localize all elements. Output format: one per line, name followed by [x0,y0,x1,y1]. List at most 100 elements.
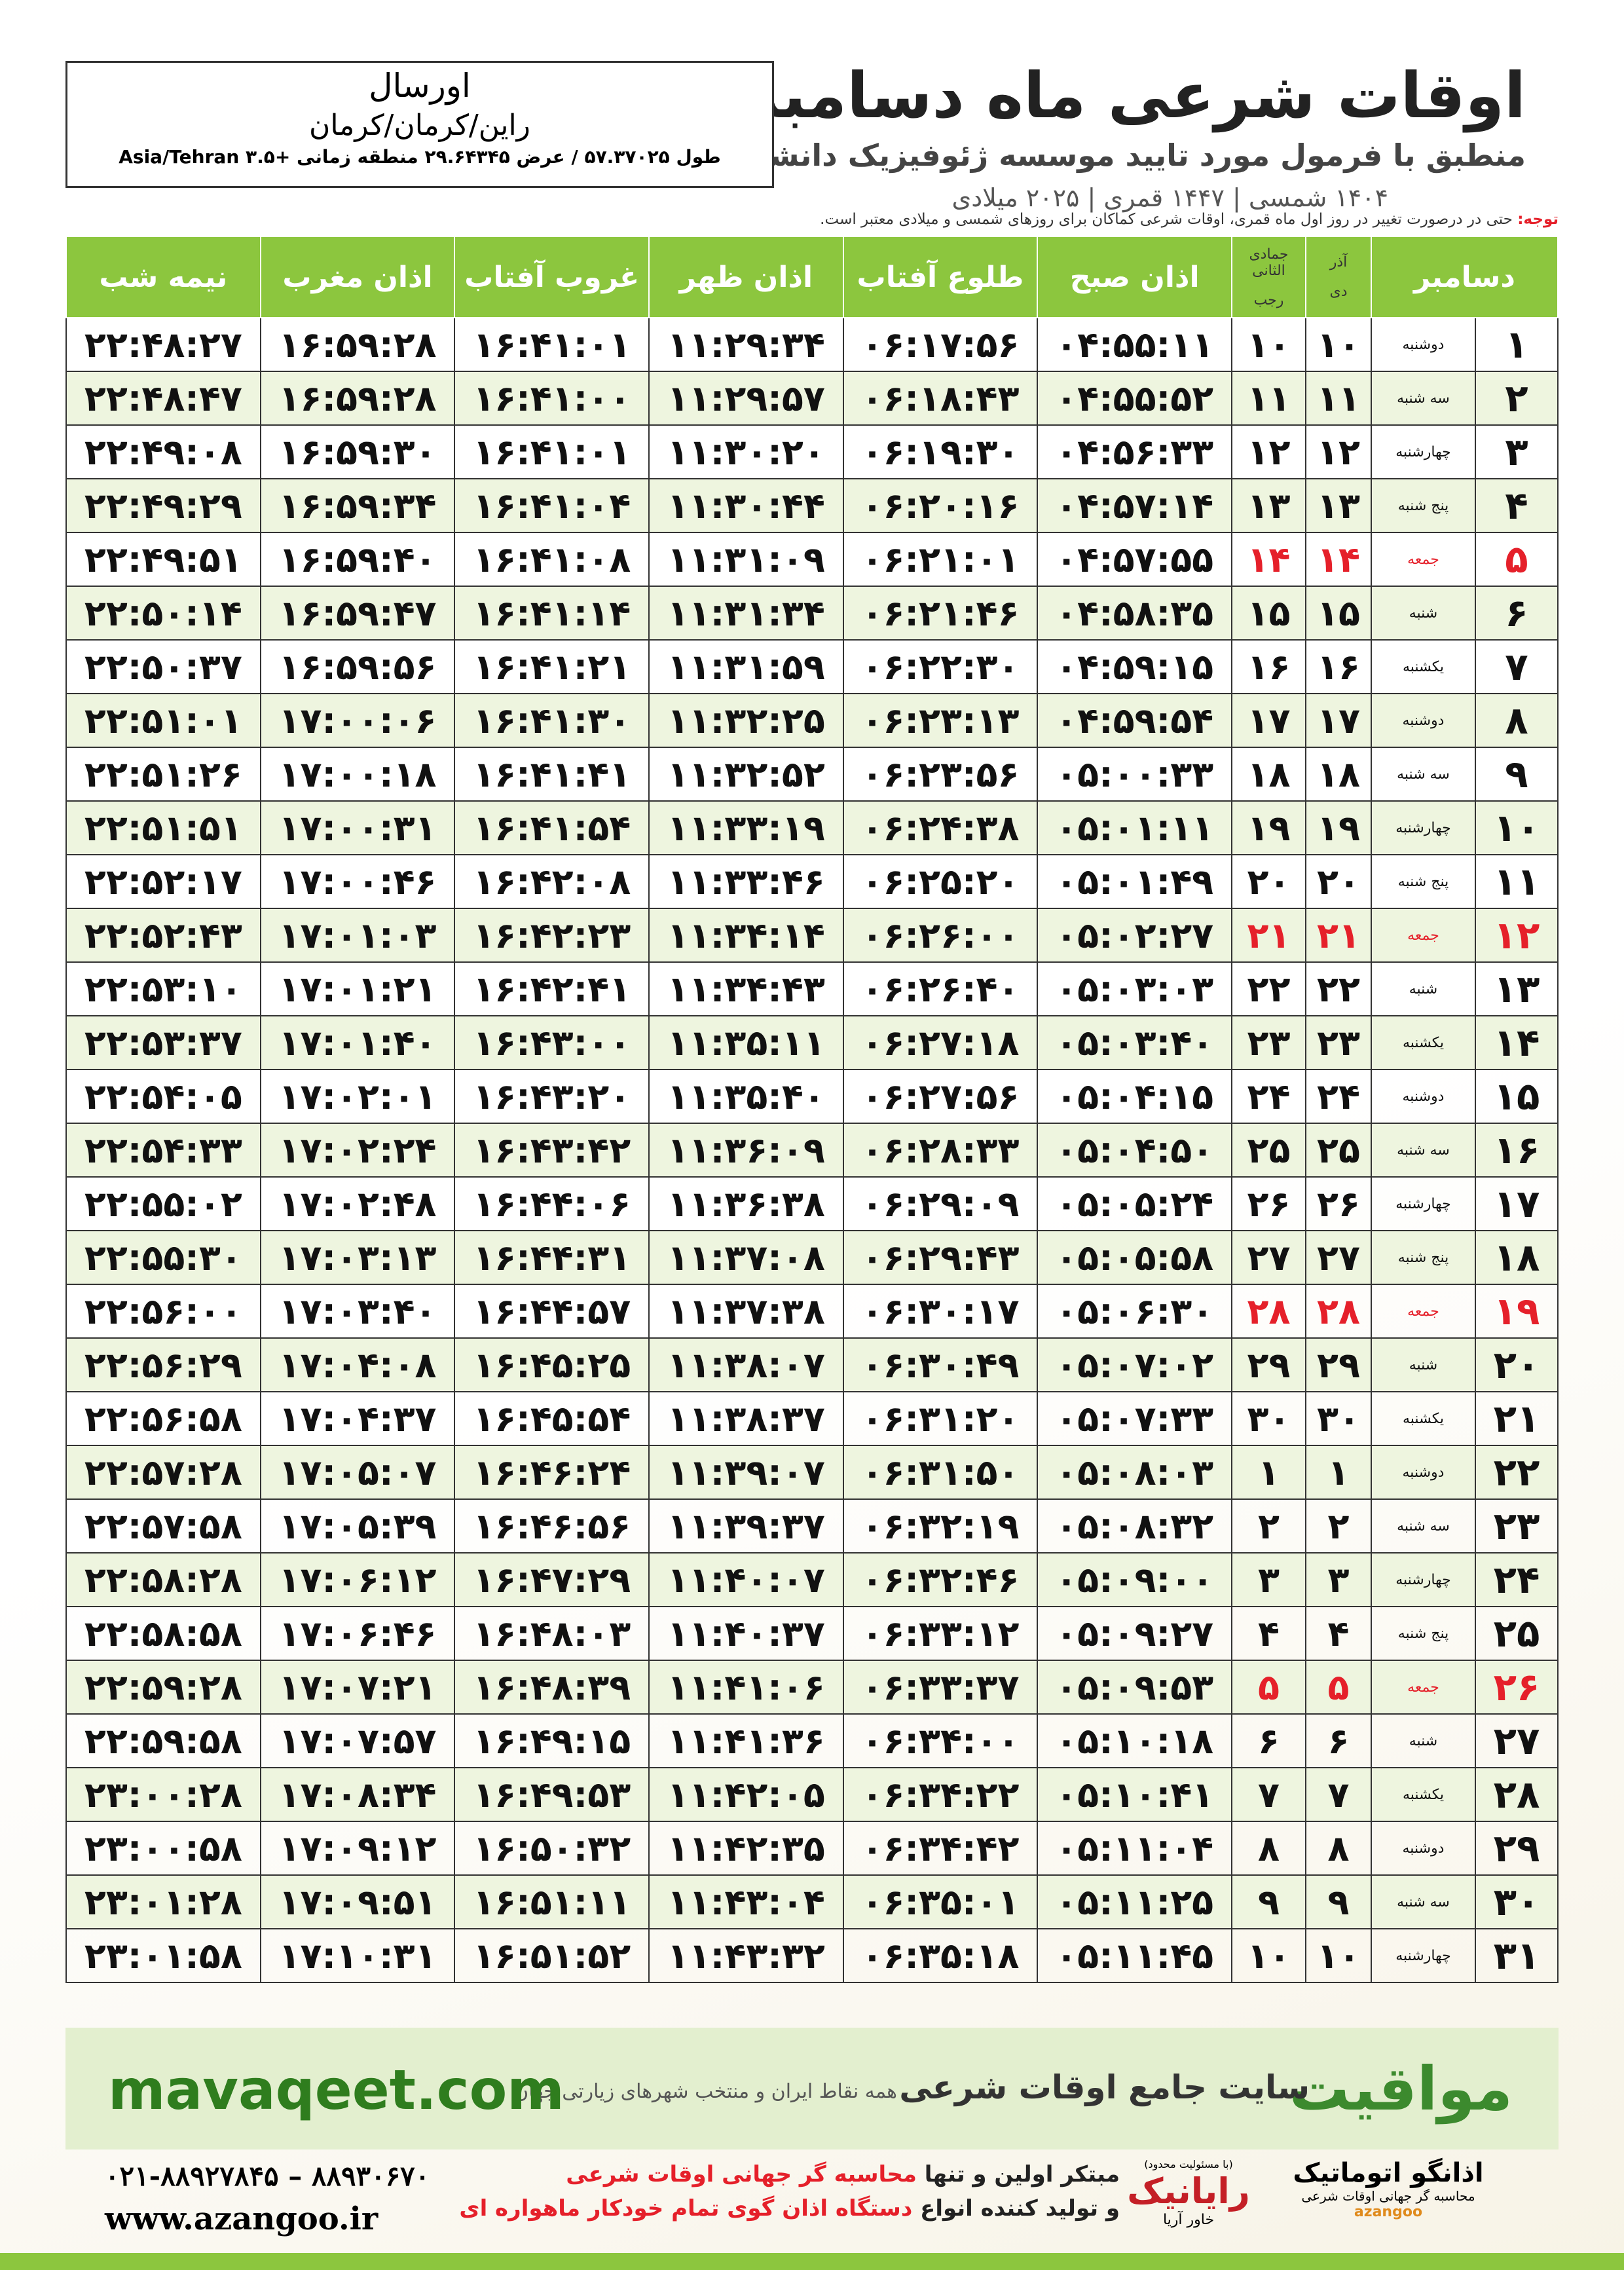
cell: ۰۶:۲۵:۲۰ [842,854,1039,909]
cell: ۱۱:۳۷:۰۸ [648,1230,844,1285]
row: ۲۷ شنبه ۶ ۶ ۰۵:۱۰:۱۸ ۰۶:۳۴:۰۰ ۱۱:۴۱:۳۶ ۱۶:۴۹:۱۵… [65,1713,1559,1768]
cell: ۰۵:۰۴:۵۰ [1037,1123,1232,1178]
cell: ۱۳ [1230,478,1306,533]
cell: ۰۵:۰۹:۲۷ [1037,1606,1232,1661]
cell: ۰۶:۱۸:۴۳ [842,371,1039,426]
cell: ۰۶:۳۵:۰۱ [842,1874,1039,1929]
cell: ۱۱ [1304,371,1372,426]
text: و تولید کننده انواع [920,2195,1120,2222]
cell: ۲۶ [1475,1660,1559,1715]
row: ۱۰ چهارشنبه ۱۹ ۱۹ ۰۵:۰۱:۱۱ ۰۶:۲۴:۳۸ ۱۱:۳۳:۱۹ ۱۶… [65,800,1559,855]
cell: ۰۶:۳۲:۱۹ [842,1498,1039,1554]
cell: ۱۶:۵۹:۵۶ [259,639,456,694]
header-bottom: رجب [1253,291,1284,308]
cell: ۰۵:۰۶:۳۰ [1037,1284,1232,1339]
cell: سه شنبه [1370,371,1477,426]
cell: ۱۶ [1230,639,1306,694]
text: خاور آریا [1162,2212,1215,2228]
row: ۱۶ سه شنبه ۲۵ ۲۵ ۰۵:۰۴:۵۰ ۰۶:۲۸:۳۳ ۱۱:۳۶:۰۹ ۱۶:… [65,1123,1559,1178]
cell: ۵ [1304,1660,1372,1715]
text: رایانیک [1127,2170,1250,2212]
cell: ۸ [1475,693,1559,748]
cell: ۰۶:۱۷:۵۶ [842,317,1039,372]
cell: ۱۶:۴۱:۰۱ [454,317,650,372]
cell: ۱۷ [1304,693,1372,748]
cell: ۱۵ [1475,1069,1559,1124]
column-header: اذان صبح [1037,236,1232,318]
cell: ۱۷:۰۱:۰۳ [259,908,456,963]
cell: ۱۱:۲۹:۳۴ [648,317,844,372]
cell: ۱۶:۴۱:۴۱ [454,747,650,802]
cell: ۳ [1230,1552,1306,1607]
cell: ۱۸ [1230,747,1306,802]
cell: ۲۲ [1304,961,1372,1016]
cell: ۱۱:۳۶:۳۸ [648,1176,844,1231]
cell: سه شنبه [1370,1123,1477,1178]
cell: ۱۱:۳۲:۲۵ [648,693,844,748]
cell: ۱۶:۴۱:۲۱ [454,639,650,694]
cell: ۰۶:۱۹:۳۰ [842,424,1039,479]
cell: ۲۹ [1475,1821,1559,1876]
cell: ۱۱:۳۳:۴۶ [648,854,844,909]
cell: دوشنبه [1370,693,1477,748]
cell: ۰۴:۵۶:۳۳ [1037,424,1232,479]
cell: ۲۲:۵۳:۳۷ [65,1015,261,1070]
cell: ۰۶:۲۰:۱۶ [842,478,1039,533]
column-header: اذان مغرب [259,236,456,318]
cell: ۱۶:۵۹:۲۸ [259,317,456,372]
cell: دوشنبه [1370,1069,1477,1124]
cell: ۰۴:۵۸:۳۵ [1037,586,1232,641]
row: ۳۰ سه شنبه ۹ ۹ ۰۵:۱۱:۲۵ ۰۶:۳۵:۰۱ ۱۱:۴۳:۰۴ ۱۶:۵۱… [65,1874,1559,1929]
cell: ۱۶ [1304,639,1372,694]
cell: ۰۶:۳۵:۱۸ [842,1928,1039,1983]
url[interactable]: www.azangoo.ir [105,2201,378,2237]
cell: ۱۶:۴۸:۳۹ [454,1660,650,1715]
cell: ۳۰ [1304,1391,1372,1446]
cell: ۰۶:۲۳:۱۳ [842,693,1039,748]
cell: ۱۶:۴۱:۰۱ [454,424,650,479]
cell: ۸ [1304,1821,1372,1876]
cell: ۰۶:۳۴:۰۰ [842,1713,1039,1768]
cell: ۰۵:۰۸:۰۳ [1037,1445,1232,1500]
cell: ۵ [1230,1660,1306,1715]
cell: ۳۰ [1475,1874,1559,1929]
cell: ۱۶:۴۳:۴۲ [454,1123,650,1178]
cell: ۲۲:۵۸:۲۸ [65,1552,261,1607]
site: mavaqeet.com [108,2058,564,2122]
cell: ۲۲:۵۴:۳۳ [65,1123,261,1178]
cell: جمعه [1370,908,1477,963]
cell: ۱۲ [1304,424,1372,479]
cell: ۲۲:۴۹:۰۸ [65,424,261,479]
cell: شنبه [1370,586,1477,641]
row: ۱۵ دوشنبه ۲۴ ۲۴ ۰۵:۰۴:۱۵ ۰۶:۲۷:۵۶ ۱۱:۳۵:۴۰ ۱۶:۴… [65,1069,1559,1124]
cell: ۲۵ [1230,1123,1306,1178]
row: ۱۹ جمعه ۲۸ ۲۸ ۰۵:۰۶:۳۰ ۰۶:۳۰:۱۷ ۱۱:۳۷:۳۸ ۱۶:۴۴:… [65,1284,1559,1339]
cell: ۲۵ [1304,1123,1372,1178]
cell: ۱۴ [1304,532,1372,587]
header-top: جمادی الثانی [1249,246,1289,279]
cell: شنبه [1370,961,1477,1016]
cell: ۱۱:۳۳:۱۹ [648,800,844,855]
cell: ۱۷:۰۰:۰۶ [259,693,456,748]
cell: ۱۱:۳۰:۴۴ [648,478,844,533]
cell: ۱۶:۴۱:۵۴ [454,800,650,855]
cell: ۰۶:۲۱:۴۶ [842,586,1039,641]
cell: ۲۲:۵۶:۵۸ [65,1391,261,1446]
cell: ۲۲:۵۷:۵۸ [65,1498,261,1554]
cell: ۰۵:۰۳:۴۰ [1037,1015,1232,1070]
cell: ۱۱ [1475,854,1559,909]
cell: ۱۷ [1230,693,1306,748]
cell: ۱۶:۴۷:۲۹ [454,1552,650,1607]
cell: ۰۴:۵۷:۱۴ [1037,478,1232,533]
cell: ۹ [1475,747,1559,802]
cell: ۰۵:۰۹:۰۰ [1037,1552,1232,1607]
row: ۲۶ جمعه ۵ ۵ ۰۵:۰۹:۵۳ ۰۶:۳۳:۳۷ ۱۱:۴۱:۰۶ ۱۶:۴۸:۳۹… [65,1660,1559,1715]
cell: سه شنبه [1370,747,1477,802]
banner: مواقیت سایت جامع اوقات شرعی همه نقاط ایر… [65,2028,1559,2149]
cell: ۱۱:۴۲:۳۵ [648,1821,844,1876]
cell: ۱ [1230,1445,1306,1500]
cell: ۱۷:۱۰:۳۱ [259,1928,456,1983]
cell: ۰۶:۲۹:۰۹ [842,1176,1039,1231]
cell: ۰۶:۳۳:۱۲ [842,1606,1039,1661]
cell: ۱۶:۴۲:۲۳ [454,908,650,963]
